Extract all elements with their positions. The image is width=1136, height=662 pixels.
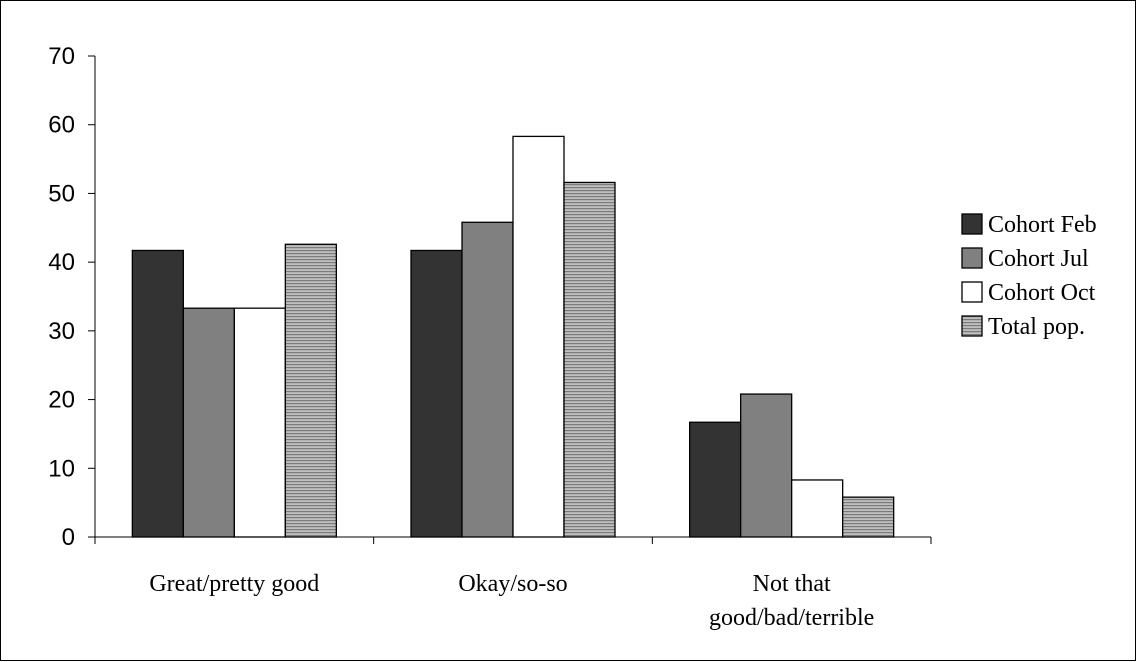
- bar-cohort-oct-1: [512, 135, 565, 538]
- bar-cohort-jul-1: [461, 221, 514, 538]
- y-tick-label: 10: [48, 455, 75, 482]
- bars: [131, 135, 895, 538]
- y-tick-label: 20: [48, 387, 75, 414]
- bar-cohort-feb-2: [689, 421, 742, 538]
- legend-label: Cohort Oct: [988, 280, 1096, 306]
- bar-total-pop-1: [563, 181, 616, 538]
- legend-swatch: [961, 315, 983, 337]
- x-category-label: good/bad/terrible: [709, 605, 874, 631]
- bar-cohort-oct-2: [791, 479, 844, 538]
- bar-cohort-feb-0: [131, 249, 184, 538]
- y-tick-label: 60: [48, 112, 75, 139]
- axis-labels: 0 10 20 30 40 50 60 70 Great/pretty good Okay/so-…: [48, 43, 874, 631]
- y-tick-label: 50: [48, 180, 75, 207]
- bar-cohort-jul-2: [740, 393, 793, 538]
- bar-total-pop-0: [284, 243, 337, 538]
- y-tick-label: 70: [48, 43, 75, 70]
- bar-total-pop-2: [842, 496, 895, 538]
- legend-swatch: [961, 281, 983, 303]
- legend-swatch: [961, 247, 983, 269]
- bar-cohort-feb-1: [410, 249, 463, 538]
- legend: Cohort Feb Cohort Jul Cohort Oct Total pop.: [961, 212, 1097, 340]
- bar-cohort-jul-0: [182, 307, 235, 538]
- y-tick-label: 40: [48, 249, 75, 276]
- legend-label: Total pop.: [988, 314, 1085, 340]
- bar-cohort-oct-0: [233, 307, 286, 538]
- y-tick-label: 0: [62, 524, 75, 551]
- legend-label: Cohort Feb: [988, 212, 1097, 238]
- legend-label: Cohort Jul: [988, 246, 1089, 272]
- legend-swatch: [961, 213, 983, 235]
- y-tick-label: 30: [48, 318, 75, 345]
- x-category-label: Not that: [753, 571, 831, 597]
- x-category-label: Great/pretty good: [149, 571, 319, 597]
- x-category-label: Okay/so-so: [458, 571, 567, 597]
